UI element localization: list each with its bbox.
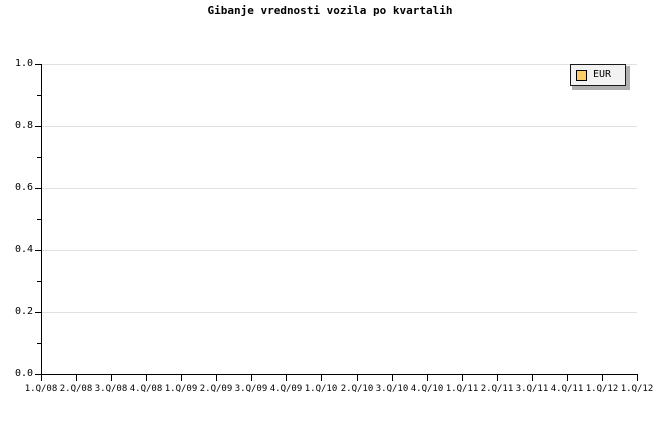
x-axis-label: 1.Q/11: [445, 384, 479, 394]
chart-title: Gibanje vrednosti vozila po kvartalih: [207, 4, 453, 17]
x-axis-tick: [286, 375, 287, 381]
x-axis-tick: [76, 375, 77, 381]
x-axis-tick: [146, 375, 147, 381]
gridline-horizontal: [41, 312, 637, 313]
x-axis-label: 1.Q/08: [24, 384, 58, 394]
x-axis-label: 3.Q/09: [234, 384, 268, 394]
x-axis-tick: [637, 375, 638, 381]
x-axis-tick: [111, 375, 112, 381]
plot-area: [41, 64, 637, 374]
x-axis-label: 4.Q/08: [129, 384, 163, 394]
x-axis-tick: [357, 375, 358, 381]
y-axis-tick: [35, 374, 41, 375]
gridline-horizontal: [41, 64, 637, 65]
y-axis-label: 0.4: [14, 244, 33, 255]
x-axis-tick: [497, 375, 498, 381]
x-axis-tick: [216, 375, 217, 381]
x-axis-label: 2.Q/08: [59, 384, 93, 394]
x-axis-tick: [392, 375, 393, 381]
gridline-horizontal: [41, 188, 637, 189]
y-axis-label: 0.2: [14, 306, 33, 317]
x-axis-label: 1.Q/10: [304, 384, 338, 394]
y-axis-minor-tick: [37, 343, 41, 344]
x-axis-label: 2.Q/11: [480, 384, 514, 394]
x-axis-tick: [251, 375, 252, 381]
x-axis-tick: [532, 375, 533, 381]
y-axis-minor-tick: [37, 281, 41, 282]
legend-swatch-eur-icon: [576, 69, 587, 81]
x-axis-tick: [181, 375, 182, 381]
x-axis-tick: [462, 375, 463, 381]
x-axis-label: 1.Q/12: [585, 384, 619, 394]
x-axis-tick: [602, 375, 603, 381]
y-axis-minor-tick: [37, 219, 41, 220]
x-axis-label: 4.Q/09: [269, 384, 303, 394]
y-axis-label: 0.0: [14, 368, 33, 379]
x-axis-tick: [567, 375, 568, 381]
x-axis-label: 3.Q/11: [515, 384, 549, 394]
x-axis-label: 2.Q/10: [340, 384, 374, 394]
y-axis-tick: [35, 188, 41, 189]
x-axis-line: [41, 374, 638, 375]
y-axis-minor-tick: [37, 157, 41, 158]
y-axis-tick: [35, 250, 41, 251]
y-axis-label: 0.8: [14, 120, 33, 131]
y-axis-label: 1.0: [14, 58, 33, 69]
x-axis-label: 3.Q/10: [375, 384, 409, 394]
y-axis-tick: [35, 64, 41, 65]
x-axis-label: 1.Q/12: [620, 384, 654, 394]
y-axis-line: [41, 64, 42, 375]
x-axis-label: 2.Q/09: [199, 384, 233, 394]
gridline-horizontal: [41, 126, 637, 127]
x-axis-label: 3.Q/08: [94, 384, 128, 394]
x-axis-tick: [427, 375, 428, 381]
x-axis-label: 1.Q/09: [164, 384, 198, 394]
legend[interactable]: EUR: [570, 64, 626, 86]
y-axis-minor-tick: [37, 95, 41, 96]
gridline-horizontal: [41, 250, 637, 251]
y-axis-label: 0.6: [14, 182, 33, 193]
x-axis-label: 4.Q/10: [410, 384, 444, 394]
legend-label-eur: EUR: [593, 69, 612, 80]
x-axis-label: 4.Q/11: [550, 384, 584, 394]
y-axis-tick: [35, 126, 41, 127]
x-axis-tick: [321, 375, 322, 381]
y-axis-tick: [35, 312, 41, 313]
x-axis-tick: [41, 375, 42, 381]
